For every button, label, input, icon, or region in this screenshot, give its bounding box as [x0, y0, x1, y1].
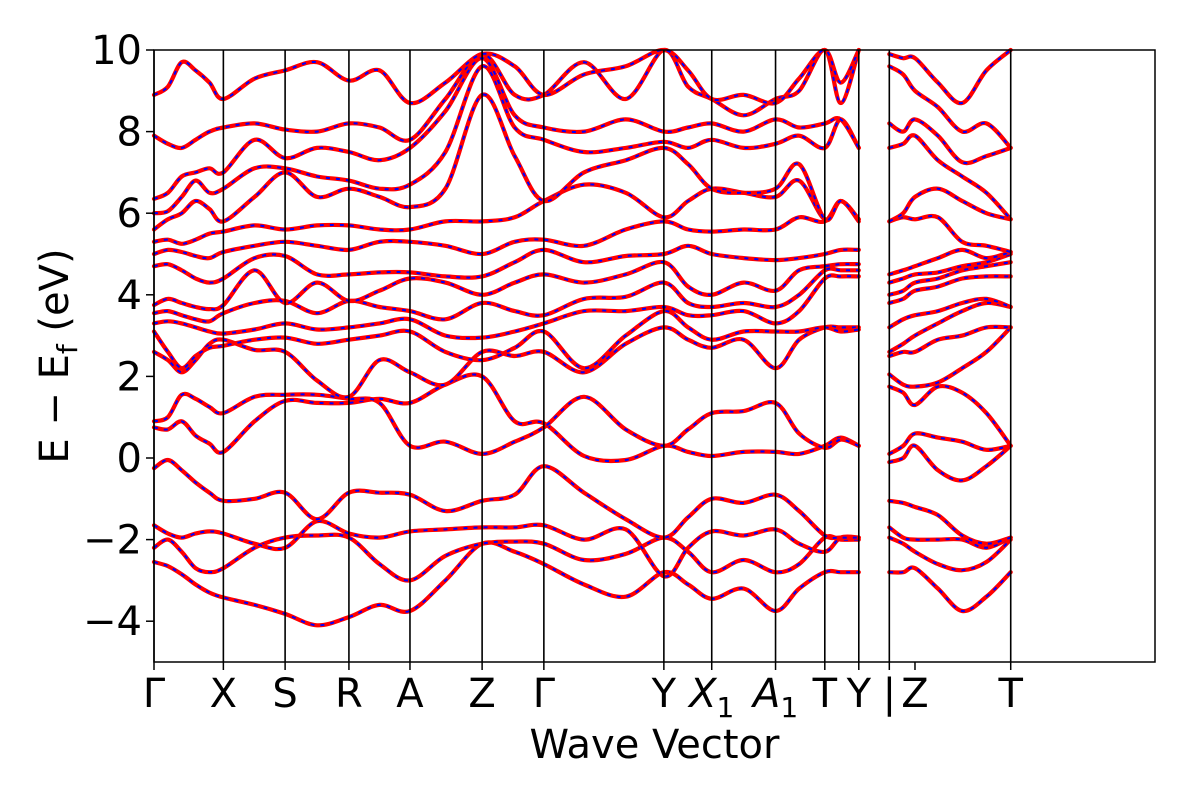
- x-tick-label-13: Z: [901, 671, 928, 717]
- x-tick-label-2: S: [272, 671, 297, 717]
- band-line-dashed-31: [889, 261, 1011, 296]
- band-line-dashed-23: [889, 444, 1012, 482]
- band-line-20: [887, 535, 1013, 573]
- plot-frame: [153, 49, 1156, 663]
- high-symmetry-lines: [153, 50, 1012, 662]
- band-line-dashed-29: [888, 297, 1012, 329]
- band-line-0: [151, 540, 861, 628]
- x-axis-label: Wave Vector: [530, 722, 781, 768]
- y-tick-label-5: 6: [117, 191, 142, 237]
- y-axis-label-main: E − E: [32, 354, 78, 464]
- x-tick-label-14: T: [997, 671, 1023, 717]
- x-tick-label-0: Γ: [143, 671, 166, 717]
- band-line-16: [151, 56, 861, 201]
- band-line-4: [151, 372, 861, 464]
- band-line-dashed-32: [889, 253, 1012, 284]
- band-line-38: [887, 64, 1013, 150]
- band-line-dashed-21: [888, 526, 1012, 549]
- x-tick-label-4: A: [396, 671, 424, 717]
- band-line-dashed-33: [889, 248, 1011, 276]
- band-line-dashed-36: [889, 134, 1012, 220]
- band-line-19: [887, 565, 1013, 614]
- band-line-12: [151, 198, 861, 261]
- band-line-dashed-4: [153, 373, 860, 463]
- band-line-dashed-35: [888, 187, 1011, 223]
- band-line-34: [887, 213, 1013, 255]
- band-line-11: [151, 243, 861, 285]
- band-lines: [151, 47, 1013, 628]
- band-line-dashed-18: [153, 49, 860, 105]
- x-tick-label-1: X: [210, 671, 237, 717]
- band-line-dashed-7: [153, 310, 859, 370]
- x-tick-label-3: R: [335, 671, 363, 717]
- y-tick-label-6: 8: [117, 110, 142, 156]
- x-axis-ticks: Γ X S R A Z Γ Y X1 A1 T Y | Z T: [143, 662, 1023, 724]
- band-line-dashed-12: [153, 199, 860, 260]
- y-tick-label-2: 0: [117, 436, 142, 482]
- band-line-dashed-25: [888, 385, 1012, 447]
- x-tick-label-6: Γ: [533, 671, 556, 717]
- band-line-dashed-9: [153, 267, 859, 323]
- band-line-dashed-22: [889, 499, 1011, 545]
- y-axis-ticks: −4 −2 0 2 4 6 8 10: [83, 28, 154, 645]
- x-tick-label-5: Z: [468, 671, 495, 717]
- y-tick-label-3: 2: [117, 354, 142, 400]
- band-line-dashed-11: [153, 244, 859, 284]
- x-tick-label-11: Y: [846, 671, 872, 717]
- band-line-dashed-0: [153, 541, 859, 627]
- x-tick-label-7: Y: [651, 671, 677, 717]
- band-line-dashed-1: [153, 533, 859, 582]
- band-line-dashed-30: [889, 275, 1011, 304]
- band-line-24: [887, 431, 1013, 456]
- y-tick-label-0: −4: [83, 599, 142, 645]
- band-line-dashed-38: [888, 65, 1012, 149]
- band-line-dashed-27: [889, 325, 1011, 357]
- y-axis-label: E − Ef (eV): [32, 248, 84, 463]
- band-line-dashed-19: [889, 566, 1012, 613]
- band-line-dashed-8: [153, 274, 859, 340]
- x-tick-label-8: X1: [687, 671, 734, 724]
- band-line-dashed-39: [889, 49, 1012, 105]
- band-line-dashed-26: [888, 326, 1012, 388]
- band-line-dashed-2: [153, 519, 859, 578]
- x-tick-label-9: A1: [750, 671, 798, 724]
- y-axis-label-subscript: f: [51, 343, 84, 354]
- band-line-5: [151, 391, 861, 456]
- band-line-28: [887, 300, 1013, 354]
- y-tick-label-4: 4: [117, 273, 142, 319]
- band-line-dashed-37: [888, 118, 1012, 165]
- x-tick-label-12: |: [883, 671, 896, 717]
- y-tick-label-1: −2: [83, 518, 142, 564]
- y-axis-label-unit: (eV): [32, 248, 78, 344]
- y-tick-label-7: 10: [91, 28, 142, 74]
- x-tick-label-10: T: [812, 671, 838, 717]
